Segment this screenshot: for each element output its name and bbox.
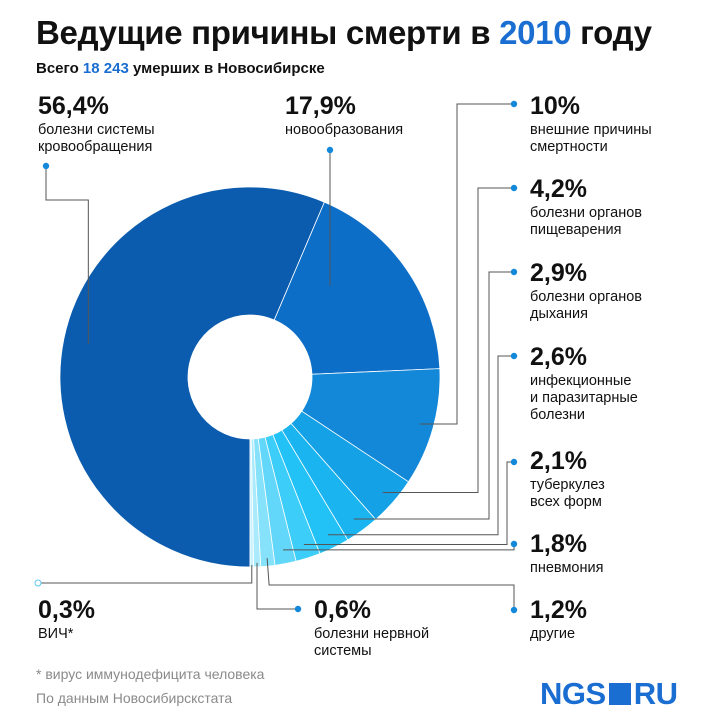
title-year: 2010	[499, 14, 572, 51]
leader-respiratory	[353, 271, 514, 520]
label-nervous-pct: 0,6%	[314, 596, 371, 624]
label-digestive-desc: болезни органов пищеварения	[530, 205, 642, 238]
chart-title: Ведущие причины смерти в 2010 году	[36, 14, 652, 52]
label-pneumonia-pct: 1,8%	[530, 530, 587, 558]
label-pneumonia-desc: пневмония	[530, 560, 604, 576]
leader-other	[266, 558, 515, 610]
label-respiratory-pct: 2,9%	[530, 259, 587, 287]
leader-dot-external	[510, 100, 518, 108]
subtitle-number: 18 243	[82, 60, 129, 77]
ngs-logo: NGS RU	[540, 676, 678, 712]
leader-external	[419, 103, 514, 425]
donut-slices	[59, 186, 441, 568]
leader-dot-tuberculosis	[510, 458, 518, 466]
label-neoplasms-pct: 17,9%	[285, 92, 356, 120]
source-note: По данным Новосибирскстата	[36, 690, 233, 706]
label-neoplasms-desc: новообразования	[285, 122, 404, 138]
leader-dot-respiratory	[510, 268, 518, 276]
label-circulatory-desc: болезни системы кровообращения	[38, 122, 155, 155]
label-circulatory-pct: 56,4%	[38, 92, 109, 120]
leader-circulatory	[45, 166, 89, 345]
label-nervous-desc: болезни нервной системы	[314, 626, 430, 659]
slice-neoplasms	[273, 201, 441, 375]
label-external-pct: 10%	[530, 92, 581, 120]
title-prefix: Ведущие причины смерти в	[36, 14, 500, 51]
label-tuberculosis-pct: 2,1%	[530, 447, 587, 475]
slice-hiv	[249, 438, 254, 568]
label-infectious-pct: 2,6%	[530, 343, 587, 371]
leader-tuberculosis	[303, 461, 514, 546]
label-infectious-desc: инфекционные и паразитарные болезни	[530, 373, 638, 423]
leader-hiv	[38, 564, 253, 584]
label-digestive: 4,2% болезни органов пищеварения	[530, 175, 642, 239]
label-infectious: 2,6% инфекционные и паразитарные болезни	[530, 343, 638, 424]
label-hiv: 0,3% ВИЧ*	[38, 596, 95, 643]
label-tuberculosis: 2,1% туберкулез всех форм	[530, 447, 605, 511]
leader-dot-infectious	[510, 352, 518, 360]
leader-dot-neoplasms	[326, 146, 334, 154]
label-other: 1,2% другие	[530, 596, 587, 643]
footnote: * вирус иммунодефицита человека	[36, 666, 265, 682]
label-digestive-pct: 4,2%	[530, 175, 587, 203]
label-nervous: 0,6% болезни нервной системы	[314, 596, 429, 660]
leader-dot-hiv	[34, 579, 42, 587]
leader-infectious	[327, 355, 514, 536]
label-hiv-pct: 0,3%	[38, 596, 95, 624]
logo-square-icon	[608, 683, 631, 705]
title-suffix: году	[571, 14, 652, 51]
logo-ngs: NGS	[540, 676, 606, 711]
label-hiv-desc: ВИЧ*	[38, 626, 74, 642]
slice-external	[301, 368, 441, 483]
slice-circulatory	[59, 186, 325, 568]
logo-ru: RU	[633, 676, 678, 711]
chart-subtitle: Всего 18 243 умерших в Новосибирске	[36, 60, 325, 77]
leader-lines	[34, 100, 518, 614]
subtitle-prefix: Всего	[36, 60, 83, 77]
subtitle-suffix: умерших в Новосибирске	[128, 60, 325, 77]
label-neoplasms: 17,9% новообразования	[285, 92, 403, 139]
leader-dot-nervous	[294, 605, 302, 613]
label-tuberculosis-desc: туберкулез всех форм	[530, 477, 605, 510]
label-external: 10% внешние причины смертности	[530, 92, 652, 156]
label-circulatory: 56,4% болезни системы кровообращения	[38, 92, 155, 156]
leader-dot-digestive	[510, 184, 518, 192]
label-respiratory: 2,9% болезни органов дыхания	[530, 259, 642, 323]
label-respiratory-desc: болезни органов дыхания	[530, 289, 642, 322]
leader-dot-circulatory	[42, 162, 50, 170]
label-other-desc: другие	[530, 626, 576, 642]
label-other-pct: 1,2%	[530, 596, 587, 624]
label-external-desc: внешние причины смертности	[530, 122, 652, 155]
leader-nervous	[256, 562, 296, 610]
label-pneumonia: 1,8% пневмония	[530, 530, 603, 577]
leader-dot-pneumonia	[510, 540, 518, 548]
leader-dot-other	[510, 606, 518, 614]
leader-digestive	[382, 187, 514, 494]
